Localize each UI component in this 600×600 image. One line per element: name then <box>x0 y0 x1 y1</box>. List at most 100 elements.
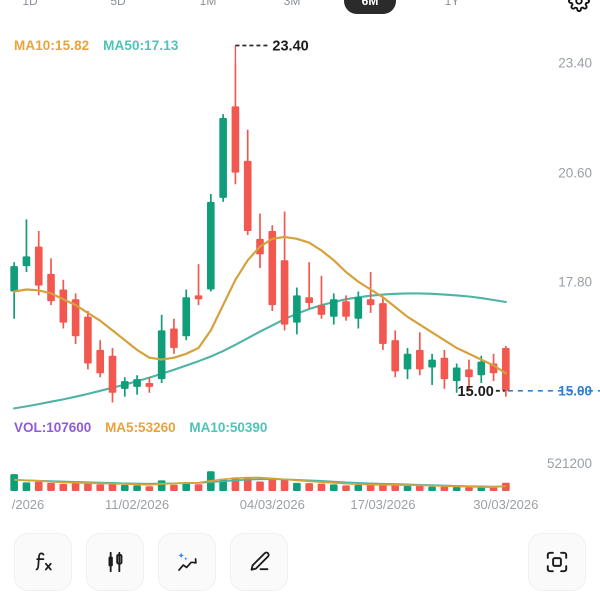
volume-bar <box>280 478 289 491</box>
candle <box>452 363 461 393</box>
candle <box>96 340 105 378</box>
date-axis-tick: /2026 <box>11 497 45 512</box>
timeframe-bar[interactable]: 1D 5D 1M 3M 6M 1Y <box>0 0 600 14</box>
fx-icon <box>30 549 56 575</box>
volume-bar <box>379 484 387 491</box>
chart-toolbar[interactable] <box>0 525 600 600</box>
volume-value-legend: VOL:107600 <box>14 420 92 435</box>
volume-bar <box>96 484 105 491</box>
candle <box>243 129 252 235</box>
volume-bar <box>219 479 227 491</box>
volume-plot[interactable] <box>0 446 600 496</box>
candle <box>231 63 240 185</box>
volume-bar <box>440 486 449 491</box>
volume-bar <box>403 486 412 491</box>
volume-bar <box>489 487 498 491</box>
candle <box>34 231 43 296</box>
price-chart-pane[interactable]: MA10:15.82 MA50:17.13 23.40 15.00 23.40 20… <box>0 14 600 446</box>
volume-bar <box>317 483 326 491</box>
candle <box>465 359 473 391</box>
date-axis-tick: 04/03/2026 <box>239 497 305 512</box>
candle <box>22 219 31 272</box>
candle <box>59 279 68 329</box>
candle <box>194 264 203 306</box>
candle <box>145 377 154 393</box>
candle <box>47 258 55 306</box>
price-ma-legend: MA10:15.82 MA50:17.13 <box>14 38 188 53</box>
candle <box>354 291 363 329</box>
candle <box>157 314 166 384</box>
timeframe-item-5d[interactable]: 5D <box>110 0 126 8</box>
volume-bar <box>354 484 363 491</box>
gear-icon[interactable] <box>568 0 590 12</box>
ai-analysis-button[interactable] <box>158 533 216 591</box>
candle <box>305 262 313 309</box>
timeframe-item-1y[interactable]: 1Y <box>444 0 460 8</box>
candle <box>207 194 215 292</box>
volume-bar <box>293 482 301 491</box>
candle <box>342 295 350 321</box>
date-axis-tick: 11/02/2026 <box>105 497 170 512</box>
candle <box>428 353 436 385</box>
candle <box>71 293 80 345</box>
timeframe-item-6m[interactable]: 6M <box>344 0 396 14</box>
fullscreen-icon <box>544 549 570 575</box>
volume-bar <box>120 484 129 491</box>
volume-bar <box>71 483 80 491</box>
volume-bar <box>10 474 18 491</box>
volume-bar <box>428 486 436 491</box>
candle <box>391 330 400 378</box>
volume-bar <box>268 479 277 491</box>
high-price-marker: 23.40 <box>234 38 309 64</box>
ma50-legend: MA50:17.13 <box>103 38 179 53</box>
date-axis-tick: 30/03/2026 <box>473 497 539 512</box>
volume-bar <box>329 484 338 491</box>
volume-bar <box>47 482 55 491</box>
chart-type-button[interactable] <box>86 533 144 591</box>
volume-bar <box>366 484 375 491</box>
timeframe-item-3m[interactable]: 3M <box>283 0 301 8</box>
volume-ma5-legend: MA5:53260 <box>105 420 176 435</box>
fullscreen-button[interactable] <box>528 533 586 591</box>
volume-bar <box>243 478 252 491</box>
candle <box>182 289 191 341</box>
candle <box>84 310 92 370</box>
candle <box>415 332 424 376</box>
volume-bar <box>415 485 424 491</box>
pencil-icon <box>246 549 272 575</box>
ma10-legend: MA10:15.82 <box>14 38 90 53</box>
timeframe-item-1d[interactable]: 1D <box>22 0 38 8</box>
volume-bar <box>34 481 43 491</box>
candle <box>133 375 141 395</box>
candle <box>108 347 117 403</box>
volume-bar <box>59 483 68 491</box>
candle <box>170 318 178 354</box>
volume-bar <box>157 480 166 491</box>
candle <box>366 271 375 313</box>
volume-bar <box>477 487 486 491</box>
low-price-label: 15.00 <box>458 384 494 400</box>
candle <box>379 297 387 350</box>
ai-sparkle-icon <box>174 549 200 575</box>
volume-bar <box>170 484 178 491</box>
volume-axis-max: 521200 <box>546 456 592 471</box>
candle <box>280 211 289 331</box>
timeframe-item-1m[interactable]: 1M <box>199 0 217 8</box>
candle <box>256 213 264 269</box>
volume-bar <box>256 481 264 491</box>
candlestick-plot[interactable]: 23.40 15.00 <box>0 14 600 446</box>
candle <box>317 275 326 319</box>
volume-ma10-legend: MA10:50390 <box>189 420 268 435</box>
candlestick-icon <box>102 549 128 575</box>
volume-bar <box>108 484 117 491</box>
low-price-marker: 15.00 <box>458 384 600 400</box>
candle <box>293 287 301 335</box>
volume-bar <box>342 485 350 491</box>
volume-bar <box>452 486 461 491</box>
draw-button[interactable] <box>230 533 288 591</box>
volume-pane[interactable]: VOL:107600 MA5:53260 MA10:50390 521200 <box>0 420 600 496</box>
volume-bar <box>305 483 313 491</box>
candle <box>219 114 227 202</box>
indicators-button[interactable] <box>14 533 72 591</box>
candle <box>440 349 449 389</box>
